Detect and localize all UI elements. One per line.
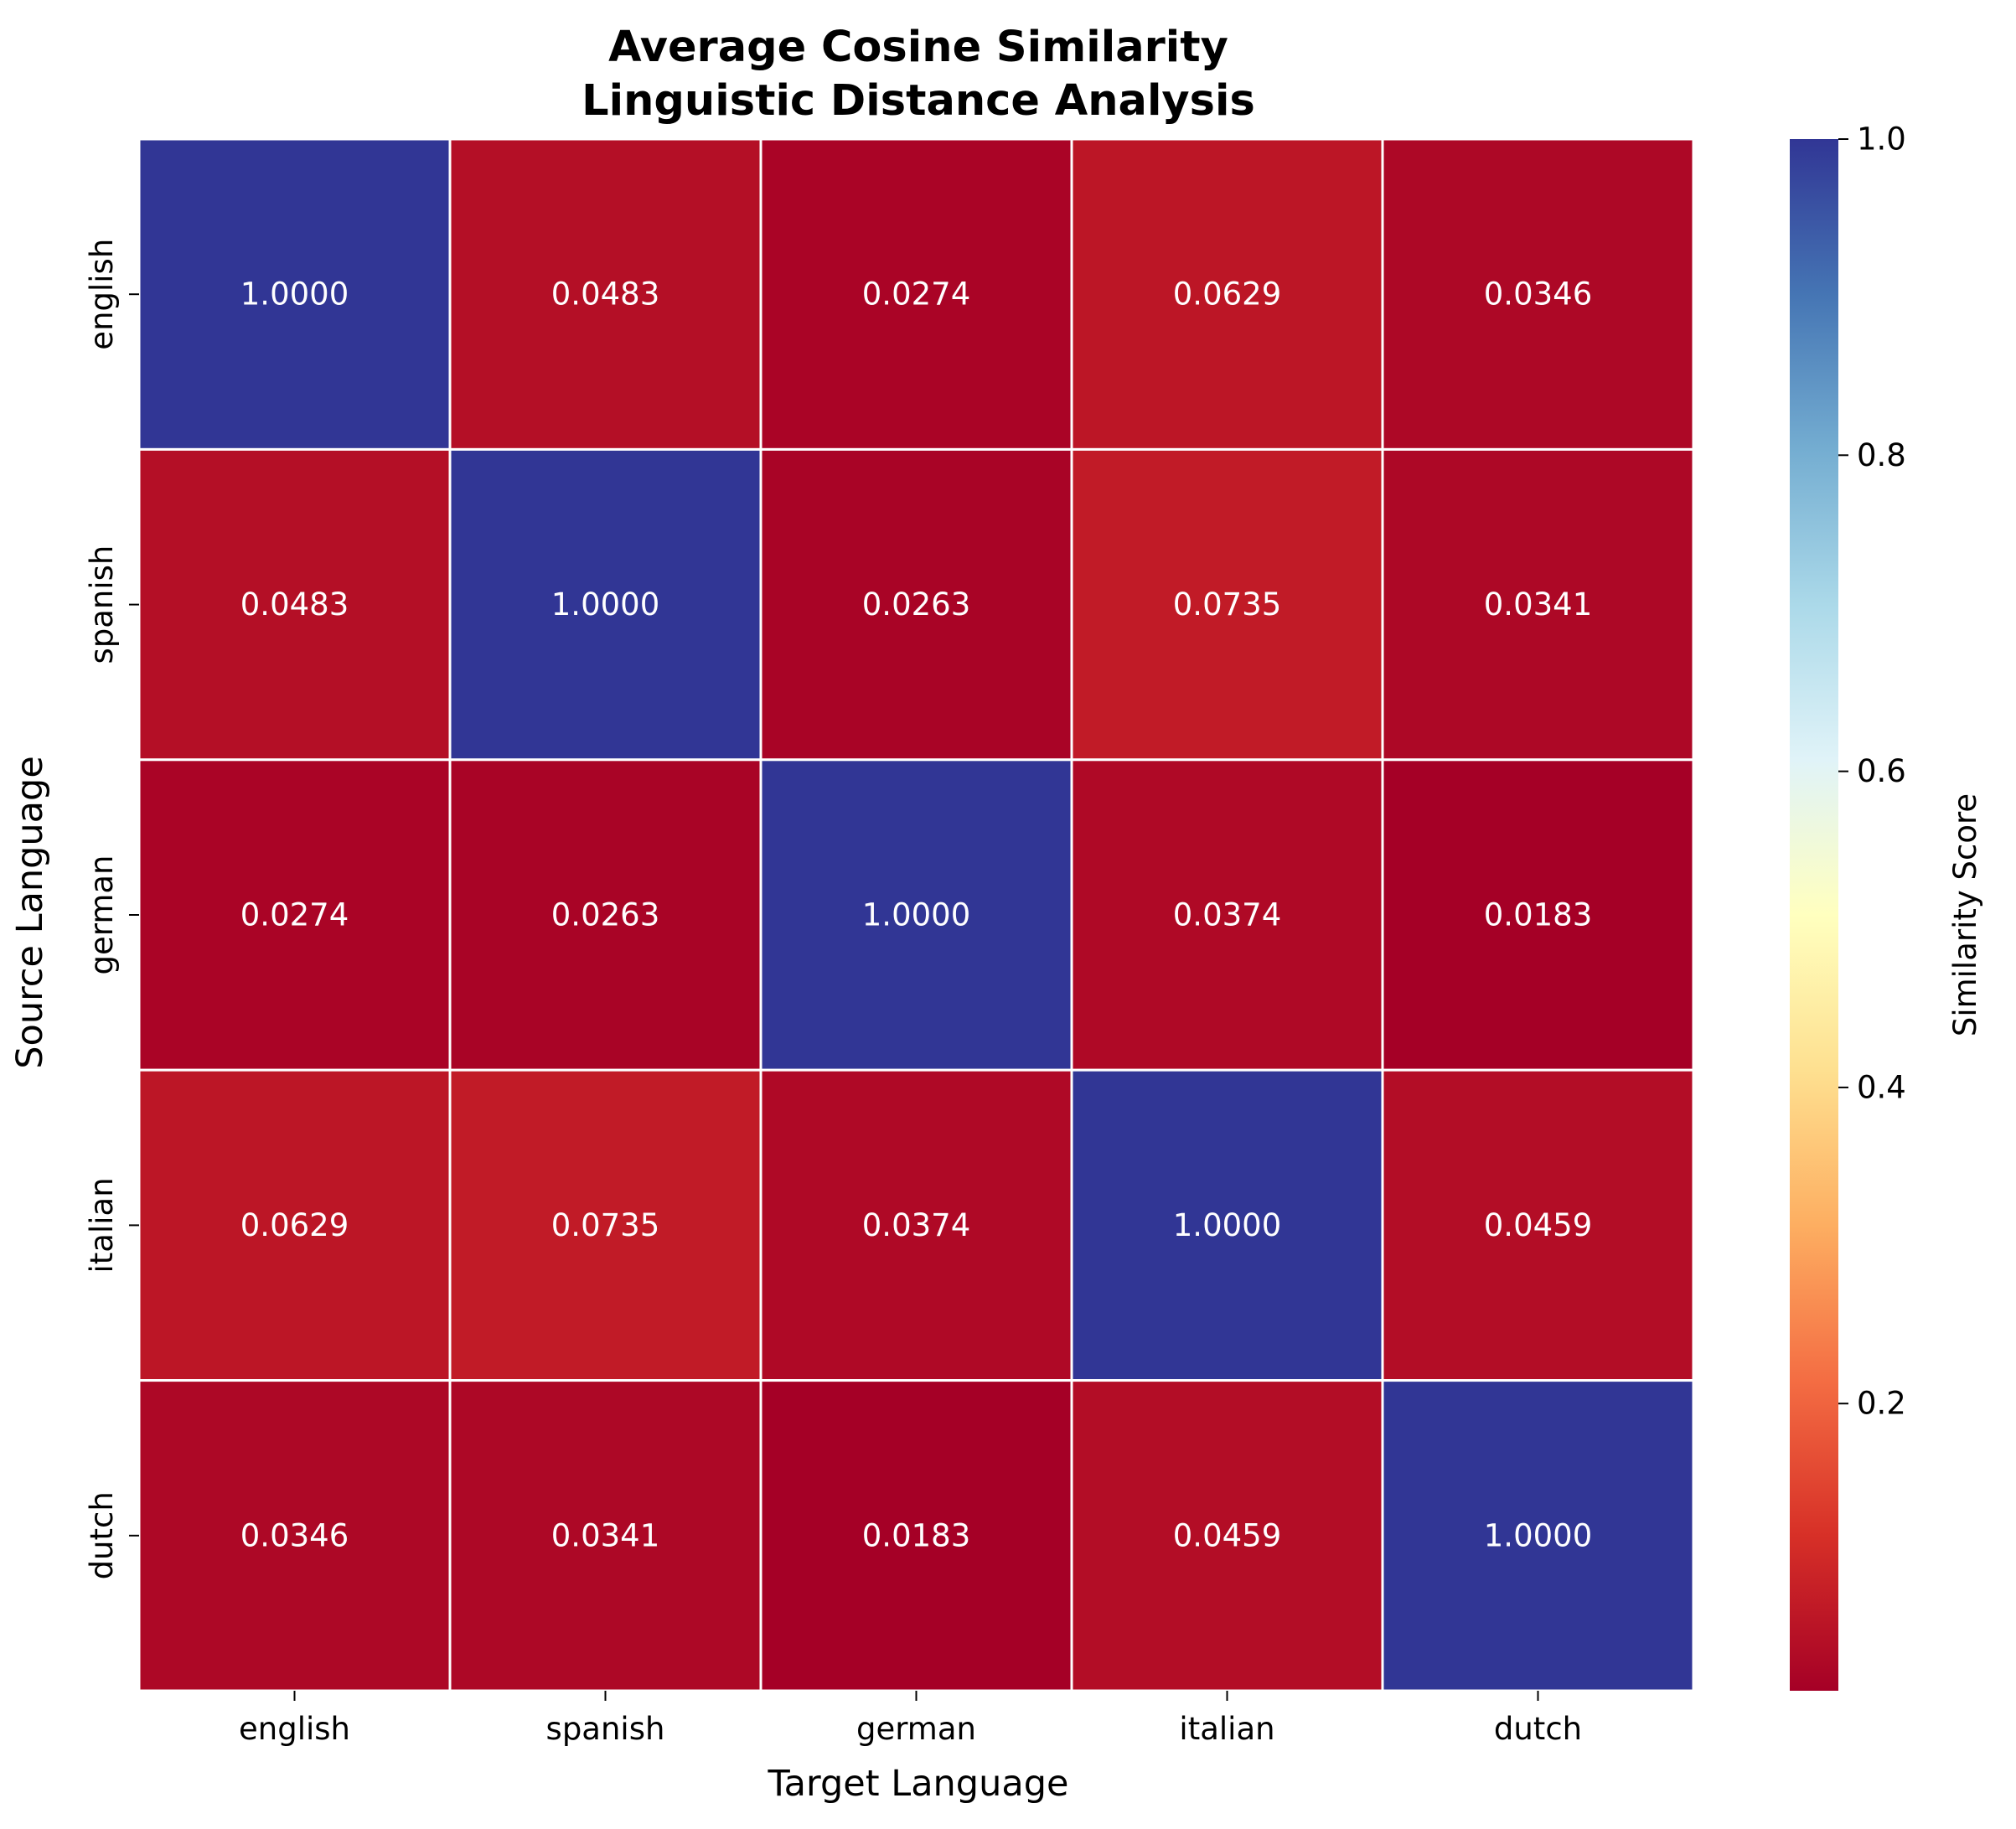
heatmap-cells: 1.0000 0.0483 0.0274 0.0629 0.0346 0.0483 1.00… (137, 137, 1695, 1692)
x-tick-label-italian: italian (1179, 1711, 1274, 1747)
y-axis-label: Source Language (9, 756, 51, 1069)
x-tick-label-spanish: spanish (546, 1711, 665, 1747)
heatmap-cell-english-spanish (448, 137, 762, 451)
x-axis-ticks: english spanish german italian dutch (239, 1691, 1582, 1747)
heatmap-cell-spanish-german (759, 447, 1073, 762)
heatmap-cell-dutch-spanish (448, 1379, 762, 1692)
colorbar-tick-label: 0.4 (1857, 1069, 1906, 1105)
cell-value-label: 0.0459 (1173, 1517, 1281, 1553)
heatmap-cell-italian-dutch (1381, 1068, 1695, 1382)
cell-value-label: 0.0735 (551, 1207, 659, 1243)
chart-title-line-2: Linguistic Distance Analysis (582, 76, 1255, 126)
x-tick-label-dutch: dutch (1494, 1711, 1582, 1747)
cell-value-label: 0.0274 (240, 897, 349, 933)
heatmap-cell-english-italian (1070, 137, 1384, 451)
heatmap-cell-italian-german (759, 1068, 1073, 1382)
heatmap-cell-italian-spanish (448, 1068, 762, 1382)
colorbar-tick-label: 0.2 (1857, 1386, 1906, 1422)
cell-value-label: 0.0341 (1484, 586, 1592, 623)
cell-value-label: 0.0341 (551, 1517, 659, 1553)
cell-value-label: 0.0483 (551, 276, 659, 313)
cell-value-label: 0.0263 (551, 897, 659, 933)
cell-value-label: 1.0000 (862, 897, 970, 933)
heatmap-cell-german-german (759, 758, 1073, 1072)
cell-value-label: 1.0000 (240, 276, 349, 313)
colorbar-label: Similarity Score (1947, 793, 1983, 1036)
cell-value-label: 0.0374 (1173, 897, 1281, 933)
heatmap-cell-german-dutch (1381, 758, 1695, 1072)
y-tick-label-italian: italian (84, 1177, 120, 1273)
cell-value-label: 0.0735 (1173, 586, 1281, 623)
heatmap-cell-dutch-english (137, 1379, 452, 1692)
y-tick-label-english: english (84, 239, 120, 350)
x-tick-label-english: english (239, 1711, 350, 1747)
heatmap-cell-german-italian (1070, 758, 1384, 1072)
colorbar-tick-label: 1.0 (1857, 121, 1906, 158)
colorbar: 0.2 0.4 0.6 0.8 1.0 Similarity Score (1790, 121, 1983, 1691)
cell-value-label: 0.0274 (862, 276, 970, 313)
cell-value-label: 0.0483 (240, 586, 349, 623)
y-tick-label-dutch: dutch (84, 1491, 120, 1579)
heatmap-cell-english-english (137, 137, 452, 451)
heatmap-cell-spanish-english (137, 447, 452, 762)
cell-value-label: 0.0459 (1484, 1207, 1592, 1243)
heatmap-cell-english-dutch (1381, 137, 1695, 451)
heatmap-cell-dutch-german (759, 1379, 1073, 1692)
heatmap-cell-spanish-dutch (1381, 447, 1695, 762)
cell-value-label: 1.0000 (551, 586, 659, 623)
y-axis-ticks: english spanish german italian dutch (84, 239, 139, 1579)
cell-value-label: 1.0000 (1173, 1207, 1281, 1243)
cell-value-label: 0.0629 (1173, 276, 1281, 313)
x-axis-label: Target Language (768, 1763, 1069, 1805)
cell-value-label: 0.0183 (1484, 897, 1592, 933)
x-tick-label-german: german (856, 1711, 976, 1747)
chart-title-line-1: Average Cosine Similarity (608, 23, 1228, 72)
colorbar-tick-label: 0.8 (1857, 437, 1906, 473)
colorbar-tick-label: 0.6 (1857, 753, 1906, 789)
cell-value-label: 0.0346 (240, 1517, 349, 1553)
cell-value-label: 1.0000 (1484, 1517, 1592, 1553)
heatmap-cell-dutch-dutch (1381, 1379, 1695, 1692)
cell-value-label: 0.0183 (862, 1517, 970, 1553)
y-tick-label-spanish: spanish (84, 545, 120, 664)
cell-value-label: 0.0374 (862, 1207, 970, 1243)
heatmap-cell-italian-italian (1070, 1068, 1384, 1382)
heatmap-cell-english-german (759, 137, 1073, 451)
cell-value-label: 0.0346 (1484, 276, 1592, 313)
cell-value-label: 0.0263 (862, 586, 970, 623)
y-tick-label-german: german (84, 855, 120, 975)
heatmap-cell-german-spanish (448, 758, 762, 1072)
cell-value-label: 0.0629 (240, 1207, 349, 1243)
colorbar-gradient (1790, 139, 1838, 1691)
colorbar-ticks: 0.2 0.4 0.6 0.8 1.0 (1838, 121, 1906, 1422)
